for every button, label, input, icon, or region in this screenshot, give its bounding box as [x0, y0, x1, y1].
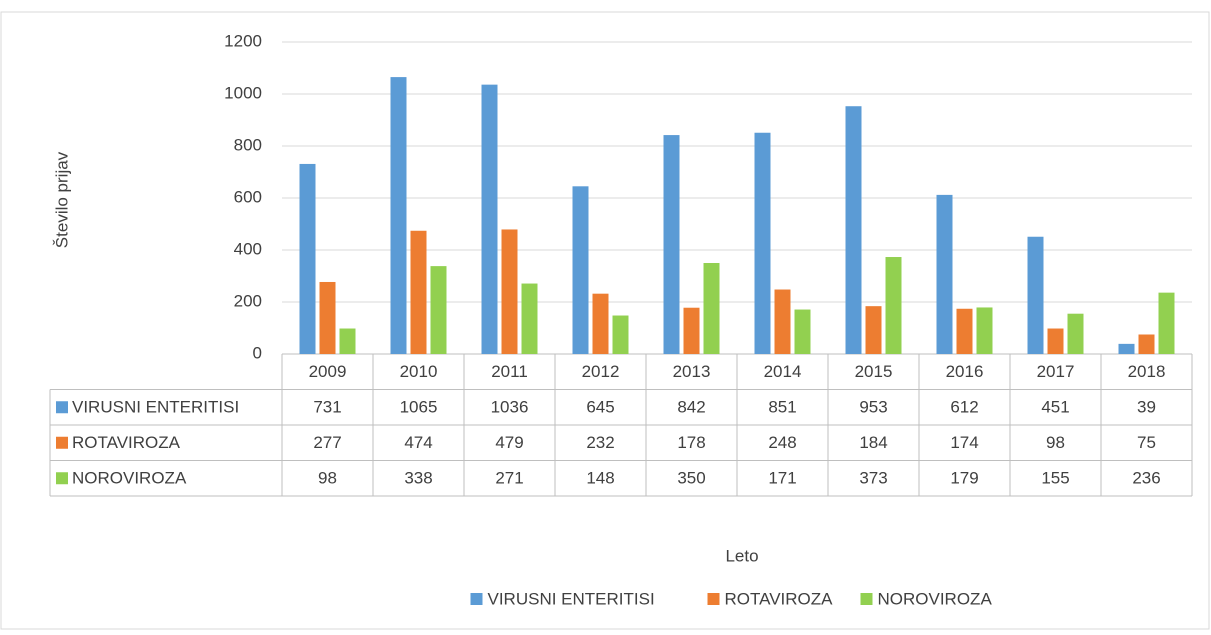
table-value: 842 [677, 398, 705, 417]
bar [501, 229, 518, 354]
table-value: 479 [495, 433, 523, 452]
table-value: 373 [859, 469, 887, 488]
table-value: 645 [586, 398, 614, 417]
bar [885, 257, 902, 354]
bar [1067, 313, 1084, 354]
bar [976, 307, 993, 354]
bar [339, 328, 356, 354]
table-value: 155 [1041, 469, 1069, 488]
x-tick-label: 2012 [582, 362, 620, 381]
table-value: 184 [859, 433, 887, 452]
table-value: 98 [1046, 433, 1065, 452]
bar [1118, 343, 1135, 354]
y-tick-label: 200 [234, 291, 262, 310]
bar [794, 309, 811, 354]
table-value: 98 [318, 469, 337, 488]
table-value: 75 [1137, 433, 1156, 452]
legend-label: VIRUSNI ENTERITISI [488, 589, 655, 608]
y-tick-label: 0 [253, 343, 262, 362]
y-tick-label: 1000 [224, 83, 262, 102]
table-value: 338 [404, 469, 432, 488]
bar [319, 281, 336, 354]
legend-label: ROTAVIROZA [725, 589, 834, 608]
table-value: 236 [1132, 469, 1160, 488]
table-value: 1036 [491, 398, 529, 417]
table-value: 179 [950, 469, 978, 488]
x-tick-label: 2016 [946, 362, 984, 381]
table-value: 350 [677, 469, 705, 488]
table-value: 232 [586, 433, 614, 452]
y-tick-label: 400 [234, 239, 262, 258]
legend-label: NOROVIROZA [878, 589, 993, 608]
bar [521, 283, 538, 354]
y-tick-label: 1200 [224, 31, 262, 50]
bar [774, 289, 791, 354]
x-tick-label: 2018 [1128, 362, 1166, 381]
x-tick-label: 2013 [673, 362, 711, 381]
table-row-label: NOROVIROZA [72, 469, 187, 488]
table-row-label: ROTAVIROZA [72, 433, 181, 452]
y-tick-label: 800 [234, 135, 262, 154]
x-axis-title: Leto [725, 546, 758, 565]
bar [936, 194, 953, 354]
table-value: 171 [768, 469, 796, 488]
table-value: 248 [768, 433, 796, 452]
bar [754, 132, 771, 354]
bar [430, 266, 447, 354]
bar [390, 77, 407, 354]
bar [1158, 292, 1175, 354]
table-value: 1065 [400, 398, 438, 417]
x-tick-label: 2009 [309, 362, 347, 381]
table-value: 731 [313, 398, 341, 417]
table-value: 174 [950, 433, 978, 452]
y-tick-label: 600 [234, 187, 262, 206]
bar [865, 306, 882, 354]
bar [956, 308, 973, 354]
bar [612, 315, 629, 354]
x-tick-label: 2011 [491, 362, 528, 381]
table-value: 271 [495, 469, 523, 488]
bar [481, 84, 498, 354]
bar [1138, 334, 1155, 354]
legend-key [470, 593, 483, 605]
bar [572, 186, 589, 354]
x-tick-label: 2015 [855, 362, 893, 381]
bar [1047, 328, 1064, 354]
bar [845, 106, 862, 354]
bar [299, 163, 316, 354]
table-legend-key [56, 472, 68, 485]
x-tick-label: 2017 [1037, 362, 1075, 381]
table-value: 953 [859, 398, 887, 417]
table-legend-key [56, 401, 68, 414]
table-value: 612 [950, 398, 978, 417]
bar [703, 263, 720, 354]
table-value: 851 [768, 398, 796, 417]
x-tick-label: 2014 [764, 362, 802, 381]
bar [663, 135, 680, 354]
bar [410, 230, 427, 354]
table-value: 148 [586, 469, 614, 488]
legend-key [860, 593, 873, 605]
table-value: 178 [677, 433, 705, 452]
y-axis-title: Število prijav [52, 151, 71, 248]
table-row-label: VIRUSNI ENTERITISI [72, 398, 239, 417]
x-tick-label: 2010 [400, 362, 438, 381]
table-value: 451 [1041, 398, 1069, 417]
bar [683, 307, 700, 354]
legend-key [707, 593, 720, 605]
bar [1027, 236, 1044, 354]
table-value: 474 [404, 433, 432, 452]
table-value: 39 [1137, 398, 1156, 417]
table-legend-key [56, 436, 68, 449]
table-value: 277 [313, 433, 341, 452]
bar [592, 293, 609, 354]
